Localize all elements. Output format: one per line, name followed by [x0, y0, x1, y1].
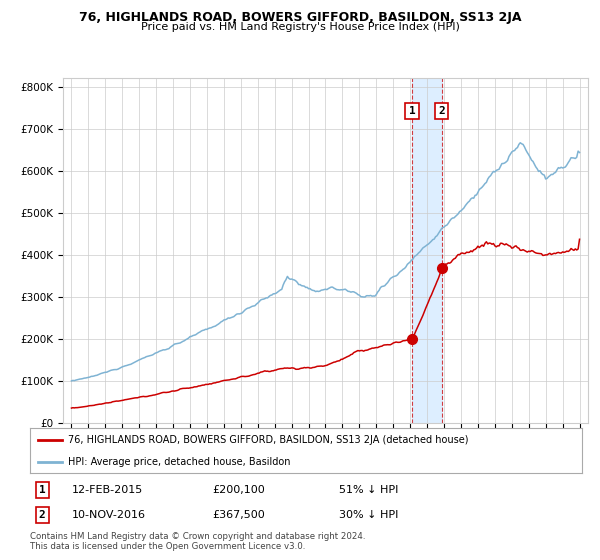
Text: HPI: Average price, detached house, Basildon: HPI: Average price, detached house, Basi…: [68, 457, 290, 467]
Text: 12-FEB-2015: 12-FEB-2015: [71, 485, 143, 495]
Text: 2: 2: [439, 106, 445, 116]
Text: 1: 1: [39, 485, 46, 495]
Text: £200,100: £200,100: [212, 485, 265, 495]
Text: £367,500: £367,500: [212, 510, 265, 520]
Text: Contains HM Land Registry data © Crown copyright and database right 2024.
This d: Contains HM Land Registry data © Crown c…: [30, 532, 365, 552]
Text: 1: 1: [409, 106, 415, 116]
Text: 2: 2: [39, 510, 46, 520]
Text: 76, HIGHLANDS ROAD, BOWERS GIFFORD, BASILDON, SS13 2JA: 76, HIGHLANDS ROAD, BOWERS GIFFORD, BASI…: [79, 11, 521, 24]
Bar: [412, 78, 442, 423]
Text: Price paid vs. HM Land Registry's House Price Index (HPI): Price paid vs. HM Land Registry's House …: [140, 22, 460, 32]
Text: 76, HIGHLANDS ROAD, BOWERS GIFFORD, BASILDON, SS13 2JA (detached house): 76, HIGHLANDS ROAD, BOWERS GIFFORD, BASI…: [68, 436, 468, 446]
Text: 51% ↓ HPI: 51% ↓ HPI: [339, 485, 398, 495]
Text: 10-NOV-2016: 10-NOV-2016: [71, 510, 145, 520]
Text: 30% ↓ HPI: 30% ↓ HPI: [339, 510, 398, 520]
